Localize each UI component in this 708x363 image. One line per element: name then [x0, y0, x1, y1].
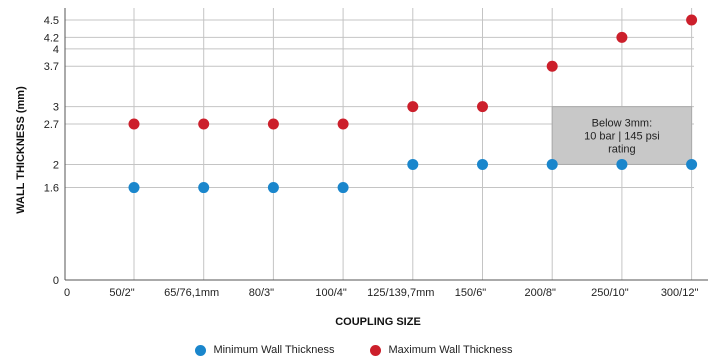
point-maximum-wall-thickness	[686, 14, 698, 26]
x-axis-title: COUPLING SIZE	[335, 316, 421, 328]
y-tick-label: 4.2	[44, 32, 59, 44]
point-maximum-wall-thickness	[546, 60, 558, 72]
y-tick-label: 3.7	[44, 61, 59, 73]
x-tick-labels: 50/2" 65/76,1mm 80/3" 100/4" 125/139,7mm 150/…	[64, 287, 699, 299]
annotation-box	[551, 106, 693, 165]
legend-marker-minimum	[195, 344, 207, 356]
point-minimum-wall-thickness	[686, 158, 698, 170]
y-tick-label: 1.6	[44, 183, 59, 195]
data-points	[128, 14, 698, 194]
axes	[64, 8, 708, 281]
annotation-text-line: 10 bar | 145 psi	[584, 131, 660, 143]
point-minimum-wall-thickness	[616, 158, 628, 170]
x-tick-label: 50/2"	[109, 287, 134, 299]
x-tick-label: 300/12"	[661, 287, 699, 299]
point-minimum-wall-thickness	[477, 158, 488, 170]
legend-marker-maximum	[370, 344, 382, 356]
x-tick-label: 150/6"	[455, 287, 487, 299]
point-minimum-wall-thickness	[267, 182, 279, 194]
x-tick-label: 80/3"	[249, 287, 274, 299]
y-tick-label: 3	[53, 102, 59, 114]
x-tick-label: 200/8"	[524, 287, 556, 299]
point-maximum-wall-thickness	[477, 101, 488, 113]
point-maximum-wall-thickness	[407, 101, 419, 113]
legend: Minimum Wall Thickness Maximum Wall Thic…	[0, 344, 708, 356]
point-maximum-wall-thickness	[616, 31, 628, 43]
y-tick-label: 2	[53, 159, 59, 171]
y-tick-labels: 0 1.6 2 2.7 3 3.7 44.2 4.5	[44, 15, 59, 287]
grid	[65, 8, 694, 280]
point-maximum-wall-thickness	[267, 118, 279, 130]
point-maximum-wall-thickness	[198, 118, 210, 130]
x-origin-label: 0	[64, 287, 70, 299]
legend-item-minimum: Minimum Wall Thickness	[195, 344, 334, 356]
legend-label-minimum: Minimum Wall Thickness	[213, 344, 335, 356]
point-minimum-wall-thickness	[128, 182, 140, 194]
annotation-text-line: Below 3mm:	[592, 118, 653, 130]
point-maximum-wall-thickness	[128, 118, 140, 130]
y-tick-label: 4	[53, 44, 59, 56]
legend-label-maximum: Maximum Wall Thickness	[388, 344, 513, 356]
x-tick-label: 125/139,7mm	[367, 287, 434, 299]
x-tick-label: 100/4"	[315, 287, 347, 299]
y-tick-label: 4.5	[44, 15, 59, 27]
point-maximum-wall-thickness	[337, 118, 349, 130]
annotation-text-line: rating	[608, 144, 636, 156]
legend-item-maximum: Maximum Wall Thickness	[370, 344, 513, 356]
x-tick-label: 65/76,1mm	[164, 287, 219, 299]
point-minimum-wall-thickness	[337, 182, 349, 194]
point-minimum-wall-thickness	[546, 158, 558, 170]
point-minimum-wall-thickness	[198, 182, 210, 194]
y-tick-label: 0	[53, 275, 59, 287]
y-tick-label: 2.7	[44, 119, 59, 131]
x-tick-label: 250/10"	[591, 287, 629, 299]
point-minimum-wall-thickness	[407, 158, 419, 170]
y-axis-title: WALL THICKNESS (mm)	[15, 86, 27, 214]
